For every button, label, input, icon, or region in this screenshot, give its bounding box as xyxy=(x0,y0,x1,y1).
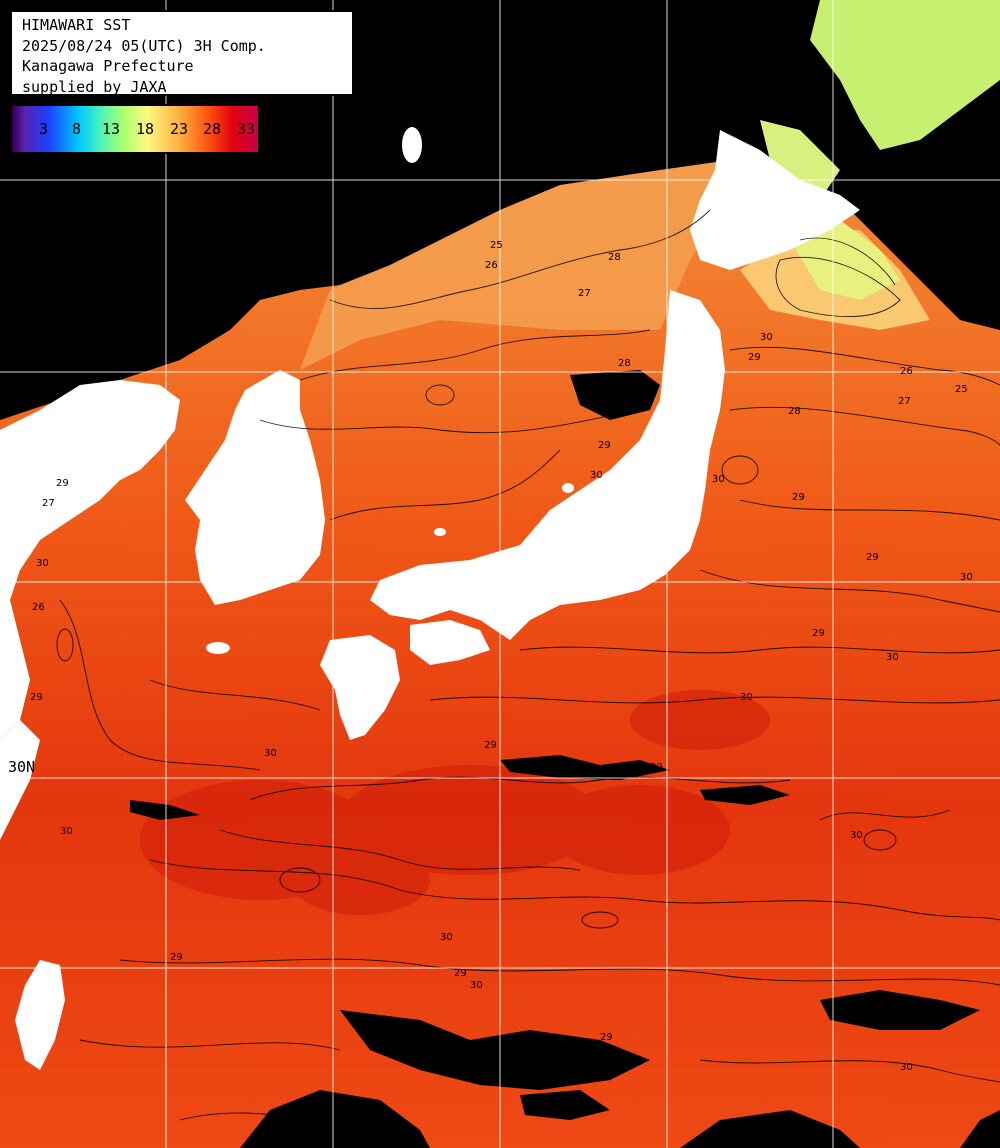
legend-tick: 28 xyxy=(203,120,222,138)
contour-label: 30 xyxy=(850,830,863,841)
cloud-china-coast xyxy=(0,340,60,390)
contour-label: 29 xyxy=(650,762,663,773)
contour-label: 30 xyxy=(60,826,73,837)
contour-label: 30 xyxy=(470,980,483,991)
map-region: Kanagawa Prefecture xyxy=(22,57,194,75)
legend-tick: 23 xyxy=(170,120,189,138)
contour-label: 26 xyxy=(485,260,498,271)
contour-label: 30 xyxy=(712,474,725,485)
contour-label: 30 xyxy=(440,932,453,943)
contour-label: 30 xyxy=(740,692,753,703)
temperature-color-legend: 3 8 13 18 23 28 33 xyxy=(10,104,260,154)
small-islands xyxy=(206,127,574,654)
map-credit: supplied by JAXA xyxy=(22,77,167,96)
cold-shelf-northeast xyxy=(810,0,1000,150)
contour-label: 30 xyxy=(900,1062,913,1073)
contour-label: 30 xyxy=(760,332,773,343)
contour-label: 29 xyxy=(748,352,761,363)
longitude-label-140e: 140E xyxy=(672,9,690,46)
contour-label: 30 xyxy=(886,652,899,663)
legend-tick: 18 xyxy=(136,120,155,138)
contour-label: 27 xyxy=(898,396,911,407)
map-datetime: 2025/08/24 05(UTC) 3H Comp. xyxy=(22,36,266,55)
contour-label: 27 xyxy=(578,288,591,299)
contour-label: 25 xyxy=(955,384,968,395)
contour-label: 25 xyxy=(490,240,503,251)
legend-tick-labels: 3 8 13 18 23 28 33 xyxy=(12,120,258,140)
contour-label: 30 xyxy=(590,470,603,481)
sst-contours xyxy=(56,209,1000,1123)
contour-label: 29 xyxy=(30,692,43,703)
cloud-patches xyxy=(130,370,1000,1148)
contour-label: 29 xyxy=(792,492,805,503)
contour-label: 28 xyxy=(618,358,631,369)
contour-label: 29 xyxy=(56,478,69,489)
land-korea xyxy=(185,370,325,605)
legend-tick: 8 xyxy=(72,120,82,138)
map-info-box: HIMAWARI SST 2025/08/24 05(UTC) 3H Comp.… xyxy=(10,10,354,96)
latitude-label-30n: 30N xyxy=(8,758,36,776)
contour-label: 28 xyxy=(608,252,621,263)
legend-tick: 13 xyxy=(102,120,121,138)
land-china xyxy=(0,380,180,740)
contour-label: 29 xyxy=(454,968,467,979)
contour-label-group: 2526272829303029282726252930293029303029… xyxy=(30,240,973,1073)
contour-label: 29 xyxy=(866,552,879,563)
contour-label: 26 xyxy=(32,602,45,613)
contour-label: 29 xyxy=(812,628,825,639)
land-taiwan xyxy=(15,960,65,1070)
contour-label: 30 xyxy=(36,558,49,569)
legend-tick: 3 xyxy=(39,120,49,138)
contour-label: 29 xyxy=(600,1032,613,1043)
contour-label: 28 xyxy=(788,406,801,417)
land-kyushu xyxy=(320,635,400,740)
contour-label: 29 xyxy=(484,740,497,751)
contour-label: 26 xyxy=(900,366,913,377)
contour-label: 29 xyxy=(598,440,611,451)
map-title: HIMAWARI SST xyxy=(22,16,131,34)
land-china-south xyxy=(0,720,40,840)
land-honshu xyxy=(370,290,725,640)
legend-tick: 33 xyxy=(237,120,256,138)
cool-water-north xyxy=(300,150,730,370)
contour-label: 29 xyxy=(170,952,183,963)
contour-label: 27 xyxy=(42,498,55,509)
latitude-label-40n: 40N xyxy=(8,352,36,370)
contour-label: 30 xyxy=(960,572,973,583)
land-hokkaido xyxy=(690,130,860,270)
contour-label: 30 xyxy=(264,748,277,759)
land-shikoku xyxy=(410,620,490,665)
very-cold-water-northeast xyxy=(790,220,900,300)
